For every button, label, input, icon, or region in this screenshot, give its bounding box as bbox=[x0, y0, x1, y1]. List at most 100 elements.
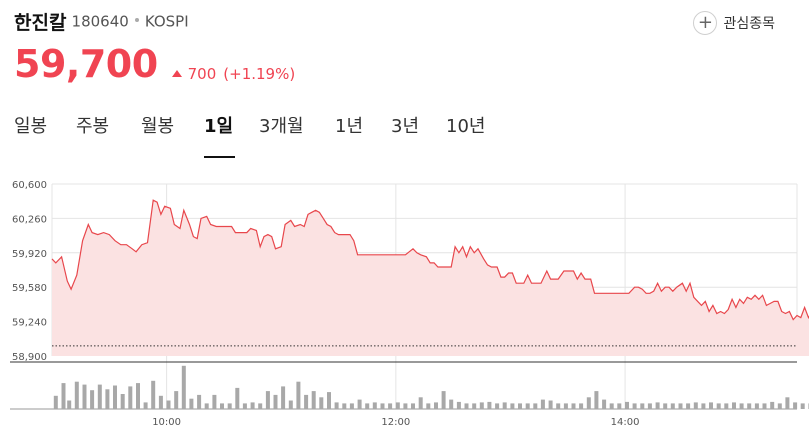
volume-bar bbox=[594, 391, 599, 409]
volume-bar bbox=[449, 399, 454, 409]
volume-bar bbox=[74, 381, 79, 409]
y-tick-label: 59,580 bbox=[12, 283, 47, 294]
volume-bar bbox=[242, 403, 247, 409]
separator-dot bbox=[134, 18, 139, 22]
volume-bar bbox=[678, 403, 683, 409]
volume-bar bbox=[495, 403, 500, 409]
stock-code: 180640 bbox=[71, 12, 129, 31]
price-row: 59,700 700 (+1.19%) bbox=[14, 42, 295, 90]
price-area bbox=[51, 199, 809, 356]
volume-bar bbox=[128, 386, 133, 409]
volume-bar bbox=[273, 394, 278, 409]
up-triangle-icon bbox=[171, 70, 182, 77]
volume-bar bbox=[181, 365, 186, 409]
tab-3months[interactable]: 3개월 bbox=[259, 116, 304, 137]
volume-bar bbox=[53, 395, 58, 409]
volume-bar bbox=[647, 403, 652, 409]
volume-bar bbox=[220, 403, 224, 409]
axis-labels: 60,600 60,260 59,920 59,580 59,240 58,900 10:0… bbox=[12, 180, 639, 428]
y-tick-label: 58,900 bbox=[12, 352, 47, 363]
stock-name: 한진칼 bbox=[14, 12, 67, 34]
volume-bar bbox=[762, 403, 767, 409]
volume-bar bbox=[357, 399, 362, 409]
volume-bar bbox=[502, 402, 507, 409]
volume-bar bbox=[663, 403, 668, 409]
volume-bar bbox=[174, 391, 179, 409]
tab-3years[interactable]: 3년 bbox=[391, 116, 420, 137]
volume-bar bbox=[533, 403, 538, 409]
volume-bar bbox=[250, 402, 255, 409]
tab-daily[interactable]: 일봉 bbox=[14, 116, 48, 137]
volume-bar bbox=[571, 403, 576, 409]
volume-bar bbox=[281, 386, 286, 409]
volume-bar bbox=[349, 403, 354, 409]
volume-bar bbox=[120, 394, 125, 409]
plus-circle-icon: + bbox=[693, 11, 718, 35]
tab-weekly[interactable]: 주봉 bbox=[76, 116, 110, 137]
y-tick-label: 59,920 bbox=[12, 249, 47, 260]
tab-10years[interactable]: 10년 bbox=[446, 116, 486, 137]
volume-bar bbox=[61, 383, 66, 409]
volume-bar bbox=[380, 403, 385, 409]
volume-bar bbox=[548, 400, 553, 409]
volume-bars bbox=[53, 365, 809, 410]
volume-bar bbox=[265, 391, 270, 409]
y-tick-label: 60,600 bbox=[12, 180, 47, 191]
volume-bar bbox=[785, 397, 790, 410]
volume-bar bbox=[105, 389, 110, 409]
volume-bar bbox=[158, 395, 163, 409]
volume-bar bbox=[464, 403, 469, 409]
volume-bar bbox=[327, 392, 331, 409]
volume-bar bbox=[311, 391, 316, 409]
tab-1day[interactable]: 1일 bbox=[204, 116, 234, 137]
volume-bar bbox=[90, 390, 95, 409]
volume-bar bbox=[197, 394, 202, 409]
volume-bar bbox=[617, 403, 622, 409]
volume-bar bbox=[456, 401, 461, 409]
x-tick-label: 10:00 bbox=[152, 417, 181, 428]
volume-bar bbox=[258, 403, 263, 409]
volume-bar bbox=[67, 400, 72, 409]
volume-bar bbox=[372, 402, 377, 409]
volume-bar bbox=[670, 403, 675, 409]
volume-bar bbox=[625, 401, 629, 409]
volume-bar bbox=[296, 381, 301, 409]
volume-bar bbox=[212, 394, 217, 409]
volume-bar bbox=[403, 403, 408, 409]
intraday-chart[interactable]: 60,600 60,260 59,920 59,580 59,240 58,900 10:0… bbox=[0, 168, 809, 428]
volume-bar bbox=[686, 403, 691, 409]
volume-bar bbox=[342, 403, 347, 409]
volume-bar bbox=[411, 403, 415, 409]
volume-bar bbox=[732, 402, 736, 409]
tab-monthly[interactable]: 월봉 bbox=[141, 116, 175, 137]
y-tick-label: 59,240 bbox=[12, 318, 47, 329]
volume-bar bbox=[602, 399, 607, 409]
volume-bar bbox=[701, 403, 706, 409]
volume-bar bbox=[441, 391, 446, 409]
volume-bar bbox=[288, 400, 293, 409]
volume-bar bbox=[334, 402, 339, 409]
volume-bar bbox=[388, 403, 393, 409]
volume-bar bbox=[235, 387, 240, 410]
tab-1year[interactable]: 1년 bbox=[335, 116, 364, 137]
active-tab-indicator bbox=[204, 156, 235, 158]
volume-bar bbox=[97, 384, 102, 409]
volume-bar bbox=[426, 403, 431, 409]
volume-bar bbox=[770, 401, 775, 409]
price-fill bbox=[52, 200, 809, 356]
volume-bar bbox=[82, 384, 87, 409]
price-line bbox=[51, 199, 809, 321]
volume-bar bbox=[693, 402, 698, 409]
volume-bar bbox=[793, 402, 798, 409]
volume-bar bbox=[487, 401, 492, 409]
volume-bar bbox=[227, 403, 232, 409]
volume-bar bbox=[434, 402, 438, 409]
add-watchlist-button[interactable]: + 관심종목 bbox=[693, 11, 775, 35]
volume-bar bbox=[640, 403, 645, 409]
volume-bar bbox=[754, 403, 759, 409]
x-tick-label: 12:00 bbox=[381, 417, 410, 428]
volume-bar bbox=[395, 402, 400, 409]
volume-bar bbox=[510, 403, 515, 409]
change-amount: 700 bbox=[187, 64, 217, 83]
volume-bar bbox=[319, 397, 324, 410]
